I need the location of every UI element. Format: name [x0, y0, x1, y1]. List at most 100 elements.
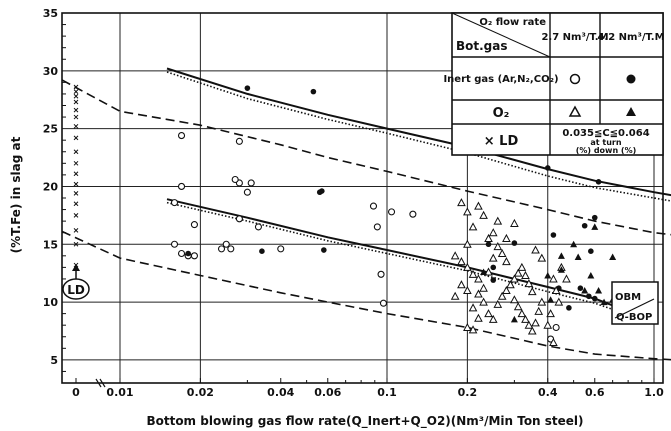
y-tick-label: 35 — [43, 7, 58, 20]
data-point-filled-circle — [319, 188, 325, 194]
legend-ld-condition-sub: at turn — [590, 138, 621, 147]
data-point-open-triangle — [488, 314, 498, 323]
data-point-open-circle — [217, 245, 226, 253]
data-point-filled-circle — [566, 305, 572, 311]
data-point-open-circle — [373, 223, 381, 231]
ld-cross-point — [73, 212, 79, 218]
data-point-filled-circle — [185, 250, 191, 257]
data-point-open-circle — [369, 202, 378, 210]
legend-open-circle — [569, 73, 581, 85]
data-point-filled-circle — [244, 85, 251, 91]
data-point-filled-triangle — [600, 298, 608, 306]
x-tick-label: 0.02 — [187, 386, 214, 399]
legend-open-triangle — [568, 105, 582, 117]
data-point-open-triangle — [474, 274, 483, 283]
data-point-filled-circle — [581, 222, 588, 229]
legend-filled-triangle — [626, 107, 636, 116]
data-point-open-triangle — [510, 274, 519, 283]
data-point-filled-triangle — [480, 268, 488, 275]
data-point-open-circle — [190, 221, 198, 229]
plot-frame — [61, 12, 664, 384]
y-tick-label: 15 — [43, 238, 58, 251]
data-point-filled-circle — [591, 295, 598, 302]
data-point-open-circle — [254, 223, 262, 231]
data-point-open-triangle — [562, 274, 571, 283]
legend-col2: 4.2 Nm³/T.M — [597, 32, 664, 43]
data-point-open-triangle — [468, 303, 478, 312]
data-point-open-triangle — [497, 248, 507, 257]
legend-filled-circle — [626, 74, 636, 84]
data-point-filled-circle — [310, 88, 317, 95]
curve-dashed — [61, 79, 671, 236]
data-point-filled-triangle — [547, 296, 555, 303]
data-point-open-triangle — [457, 280, 466, 289]
y-tick-label: 25 — [43, 123, 58, 136]
data-point-open-triangle — [488, 253, 498, 262]
y-tick-label: 10 — [43, 296, 59, 309]
data-point-open-triangle — [474, 313, 483, 322]
ld-cross-point — [73, 93, 79, 99]
data-point-open-triangle — [488, 228, 498, 237]
data-point-open-triangle — [468, 222, 478, 231]
data-point-open-circle — [387, 208, 396, 216]
legend-row-inert: Inert gas (Ar,N₂,CO₂) — [443, 74, 558, 85]
data-point-filled-triangle — [595, 287, 603, 294]
data-point-open-triangle — [474, 201, 483, 210]
data-point-open-triangle — [479, 210, 488, 219]
data-point-open-triangle — [484, 233, 493, 242]
data-point-open-circle — [379, 299, 388, 307]
data-point-filled-triangle — [591, 223, 599, 230]
data-point-filled-circle — [490, 264, 497, 271]
data-point-open-triangle — [537, 297, 547, 306]
x-tick-label: 0.01 — [106, 386, 133, 399]
data-point-open-circle — [552, 323, 560, 332]
ld-cross-point — [73, 228, 79, 233]
x-axis-label: Bottom blowing gas flow rate(Q_Inert+Q_O… — [146, 414, 583, 429]
data-point-open-triangle — [479, 283, 488, 292]
x-tick-label: 1.0 — [644, 386, 664, 399]
ld-cross-point — [73, 114, 79, 120]
data-point-open-circle — [177, 132, 186, 140]
data-point-open-triangle — [474, 289, 483, 298]
data-point-open-circle — [231, 175, 239, 184]
data-point-filled-circle — [511, 240, 518, 246]
ld-marker: LD — [62, 264, 90, 300]
data-point-filled-triangle — [544, 271, 552, 279]
legend-ld-condition: 0.035≦C≦0.064 — [562, 128, 649, 139]
data-point-open-circle — [177, 249, 186, 258]
y-tick-label: 20 — [43, 180, 59, 193]
points — [73, 84, 617, 347]
legend-row-o2: O₂ — [493, 106, 510, 121]
x-tick-label: 0 — [72, 386, 80, 399]
data-point-filled-circle — [321, 247, 327, 253]
data-point-filled-circle — [588, 248, 594, 254]
data-point-open-circle — [222, 240, 230, 248]
data-point-filled-circle — [577, 285, 584, 291]
ld-cross-point — [73, 149, 79, 155]
data-point-open-triangle — [457, 198, 466, 207]
data-point-open-triangle — [463, 262, 472, 271]
data-point-open-circle — [170, 240, 179, 248]
data-point-open-triangle — [517, 309, 527, 318]
data-point-open-triangle — [551, 285, 561, 294]
data-point-open-circle — [235, 215, 243, 223]
data-point-open-triangle — [534, 306, 544, 315]
data-point-filled-circle — [490, 277, 497, 283]
data-point-filled-triangle — [557, 266, 565, 273]
data-point-open-triangle — [450, 251, 460, 260]
data-point-filled-circle — [485, 241, 492, 248]
data-point-open-triangle — [517, 262, 527, 271]
obm-qbop-label: OBM Q-BOP — [611, 281, 659, 325]
data-point-open-triangle — [527, 326, 537, 335]
y-tick-label: 30 — [43, 65, 59, 78]
ld-cross-point — [73, 123, 79, 129]
ld-cross-point — [73, 107, 79, 113]
data-point-open-triangle — [524, 279, 534, 288]
legend-row-ld: × LD — [484, 134, 519, 149]
data-point-open-triangle — [502, 257, 511, 266]
data-point-open-triangle — [463, 285, 472, 294]
x-tick-label: 0.2 — [458, 386, 478, 399]
data-point-open-triangle — [549, 337, 558, 347]
data-point-open-triangle — [521, 270, 530, 279]
